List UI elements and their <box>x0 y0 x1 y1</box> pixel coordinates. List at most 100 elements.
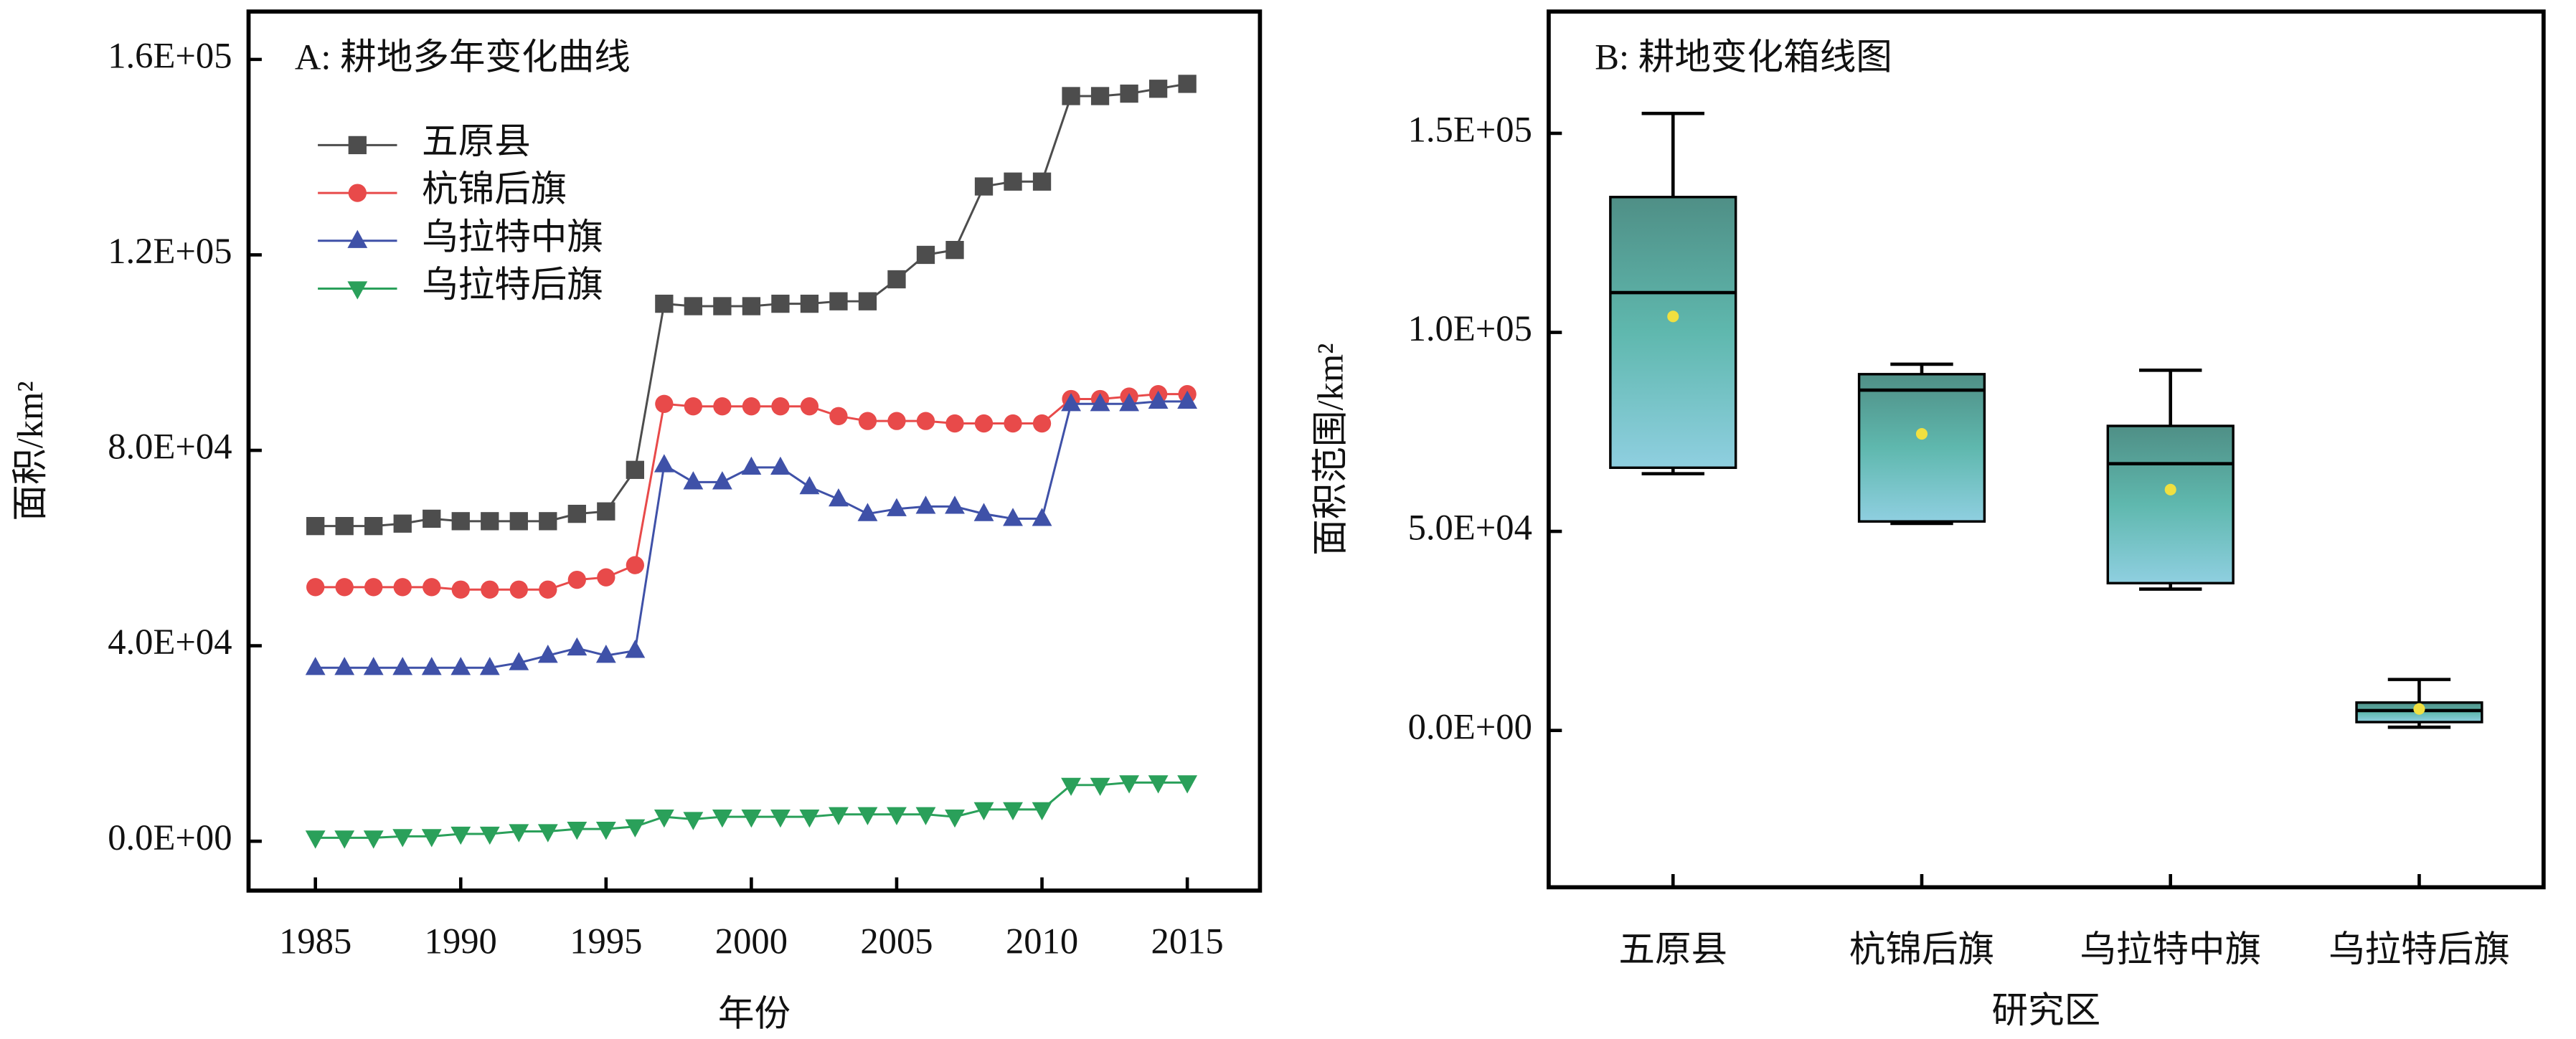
marker <box>1004 172 1022 191</box>
y-tick-label: 4.0E+04 <box>108 622 232 662</box>
x-axis-label: 年份 <box>718 994 791 1034</box>
marker <box>595 822 616 840</box>
x-tick-label: 1990 <box>425 921 497 962</box>
marker <box>567 504 586 523</box>
marker <box>1119 775 1140 794</box>
marker <box>741 456 762 475</box>
marker <box>423 578 441 597</box>
marker <box>829 488 849 507</box>
marker <box>451 512 470 531</box>
y-tick-label: 1.2E+05 <box>108 231 232 271</box>
legend-label: 五原县 <box>422 121 531 161</box>
marker <box>945 414 964 433</box>
marker <box>1090 777 1110 796</box>
marker <box>654 454 674 473</box>
marker <box>887 412 906 430</box>
marker <box>509 652 529 670</box>
marker <box>363 830 384 849</box>
marker <box>539 580 557 599</box>
marker <box>479 826 500 845</box>
marker <box>1004 414 1022 433</box>
y-tick-label: 1.6E+05 <box>108 35 232 75</box>
x-tick-label: 乌拉特后旗 <box>2329 929 2510 969</box>
marker <box>305 657 326 675</box>
marker <box>857 503 878 521</box>
marker <box>915 495 936 514</box>
marker <box>829 292 848 310</box>
legend-label: 乌拉特中旗 <box>422 217 603 257</box>
marker <box>567 822 588 840</box>
marker <box>1148 390 1169 409</box>
legend-label: 乌拉特后旗 <box>422 265 603 305</box>
marker <box>858 412 877 430</box>
marker <box>684 397 703 416</box>
marker <box>537 645 558 663</box>
marker <box>392 657 413 675</box>
x-tick-label: 2000 <box>715 921 788 962</box>
legend-label: 杭锦后旗 <box>422 169 567 209</box>
marker <box>1032 508 1052 526</box>
marker <box>945 240 964 260</box>
marker <box>945 495 965 514</box>
marker <box>1177 775 1198 794</box>
y-tick-label: 0.0E+00 <box>1408 706 1532 746</box>
marker <box>887 498 907 516</box>
marker <box>1032 802 1052 821</box>
x-tick-label: 2015 <box>1151 921 1224 962</box>
marker <box>916 412 935 430</box>
series-line <box>315 400 1188 669</box>
marker <box>742 297 761 316</box>
marker <box>364 517 383 536</box>
x-tick-label: 2005 <box>860 921 933 962</box>
mean <box>2164 483 2176 495</box>
marker <box>771 294 790 313</box>
marker <box>655 294 674 313</box>
marker <box>770 809 791 828</box>
marker <box>335 578 354 597</box>
marker <box>712 471 732 490</box>
marker <box>684 297 703 316</box>
marker <box>625 819 646 838</box>
marker <box>1148 775 1169 794</box>
mean <box>1915 428 1928 440</box>
marker <box>421 829 442 848</box>
x-tick-label: 杭锦后旗 <box>1849 929 1994 969</box>
marker <box>567 637 588 656</box>
y-axis-label: 面积/km² <box>10 381 50 521</box>
marker <box>1119 393 1140 412</box>
marker <box>509 580 528 599</box>
marker <box>829 407 848 425</box>
marker <box>945 809 965 828</box>
y-tick-label: 8.0E+04 <box>108 427 232 467</box>
box <box>1609 196 1737 470</box>
plot-frame <box>246 9 1263 893</box>
marker <box>450 657 471 675</box>
marker <box>1177 390 1198 409</box>
marker <box>654 809 674 828</box>
marker <box>857 807 878 825</box>
marker <box>451 580 470 599</box>
marker <box>347 281 368 300</box>
marker <box>973 503 994 521</box>
marker <box>1032 172 1052 191</box>
marker <box>683 471 704 490</box>
marker <box>334 657 355 675</box>
marker <box>799 809 820 828</box>
marker <box>655 394 674 413</box>
marker <box>858 292 877 310</box>
marker <box>392 829 413 848</box>
marker <box>539 512 557 531</box>
marker <box>348 184 367 202</box>
marker <box>597 568 615 587</box>
marker <box>1062 87 1080 105</box>
chart-title: B: 耕地变化箱线图 <box>1595 37 1892 77</box>
marker <box>1032 414 1052 433</box>
marker <box>974 177 994 196</box>
marker <box>713 297 732 316</box>
x-tick-label: 1995 <box>570 921 642 962</box>
marker <box>741 809 762 828</box>
y-tick-label: 1.0E+05 <box>1408 308 1532 348</box>
marker <box>1003 802 1023 821</box>
